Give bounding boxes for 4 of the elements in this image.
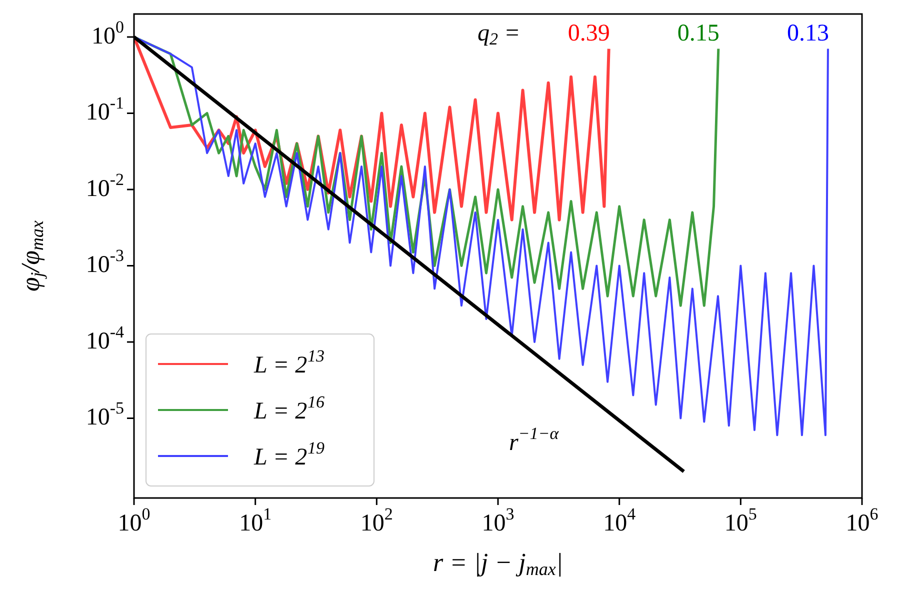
annotation: 0.39 — [568, 20, 610, 46]
annotation: 0.13 — [786, 20, 829, 46]
annotation: 0.15 — [677, 20, 720, 46]
y-axis-title: φj/φmax — [16, 220, 48, 292]
